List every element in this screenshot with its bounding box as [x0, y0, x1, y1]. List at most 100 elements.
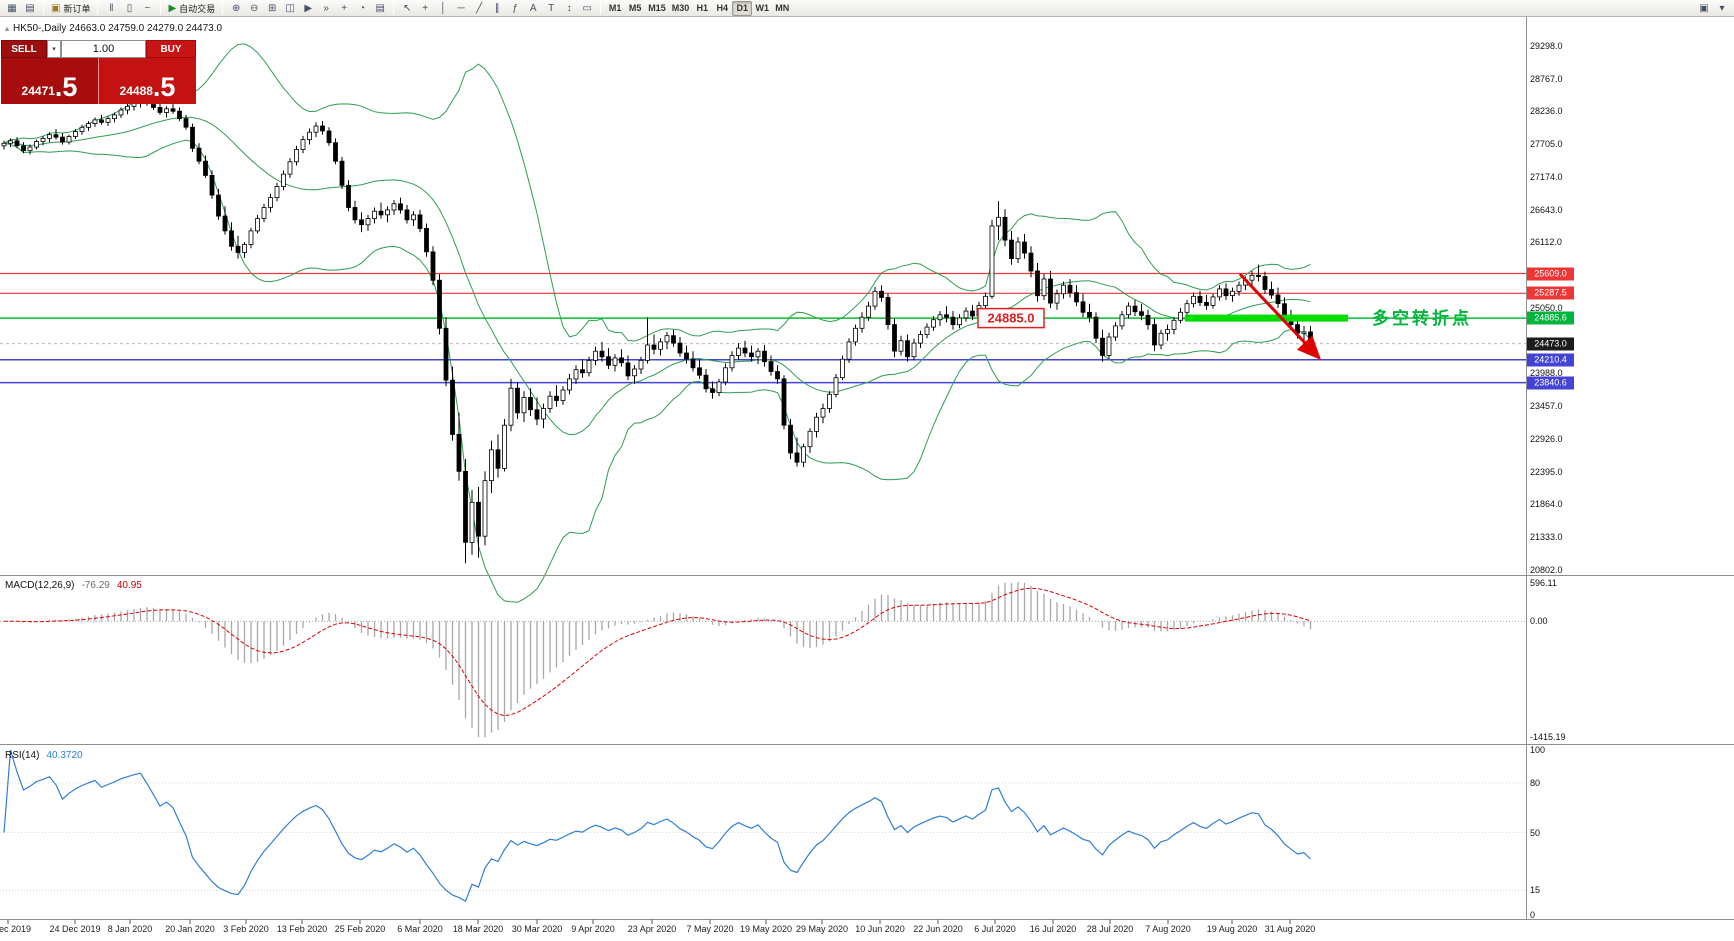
sell-button[interactable]: SELL — [1, 40, 47, 58]
dropdown-menu-icon[interactable]: ▾ — [1713, 1, 1731, 16]
time-axis-label: 2 Dec 2019 — [0, 924, 32, 934]
timeframe-button-h4[interactable]: H4 — [712, 1, 732, 16]
time-axis-label: 24 Dec 2019 — [49, 924, 101, 934]
time-axis-label: 20 Jan 2020 — [165, 924, 215, 934]
price-axis-label: 21864.0 — [1530, 499, 1563, 510]
autotrade-button[interactable]: ▶ 自动交易 — [165, 1, 218, 16]
candlestick-chart-icon[interactable]: ▯ — [120, 1, 138, 16]
rsi-name: RSI(14) — [5, 750, 40, 761]
vertical-line-icon[interactable]: │ — [434, 1, 452, 16]
price-axis-badge: 25287.5 — [1527, 286, 1574, 300]
price-axis-label: 26112.0 — [1530, 237, 1562, 248]
timeframe-button-m30[interactable]: M30 — [669, 1, 693, 16]
buy-price-small-digits: 24488 — [119, 84, 153, 98]
bollinger-lower-band[interactable] — [3, 139, 1311, 603]
rsi-axis-label: 100 — [1530, 745, 1546, 755]
bollinger-upper-band[interactable] — [3, 43, 1311, 342]
chart-list-icon[interactable]: ▣ — [1695, 1, 1713, 16]
templates-icon[interactable]: ▤ — [371, 1, 389, 16]
buy-price-panel[interactable]: 24488.5 — [99, 58, 196, 104]
tile-windows-icon[interactable]: ⊞ — [263, 1, 281, 16]
macd-axis-min-label: -1415.19 — [1530, 732, 1566, 742]
buy-price-big-digits: .5 — [152, 72, 176, 103]
turning-point-label: 多空转折点 — [1372, 308, 1472, 328]
rsi-axis-label: 0 — [1530, 910, 1536, 920]
chart-type-group: ‖ ▯ ~ — [102, 1, 156, 16]
profiles-icon[interactable]: ▤ — [21, 1, 39, 16]
time-axis-label: 30 Mar 2020 — [511, 924, 563, 934]
new-order-button[interactable]: ▣ 新订单 — [48, 1, 93, 16]
bar-chart-icon[interactable]: ‖ — [102, 1, 120, 16]
trendline-icon[interactable]: ╱ — [470, 1, 488, 16]
macd-panel[interactable] — [0, 581, 1526, 738]
terminal-icon[interactable]: ▦ — [3, 1, 21, 16]
price-axis[interactable]: 29298.0 28767.0 28236.0 27705.0 27174.0 26643… — [1526, 0, 1734, 941]
chart-shift-icon[interactable]: » — [317, 1, 335, 16]
time-axis-label: 16 Jul 2020 — [1029, 924, 1077, 934]
cascade-windows-icon[interactable]: ◫ — [281, 1, 299, 16]
rsi-axis-label: 50 — [1530, 827, 1541, 838]
rsi-value: 40.3720 — [46, 750, 83, 761]
time-axis-label: 7 May 2020 — [686, 924, 734, 934]
fibonacci-icon[interactable]: ƒ — [506, 1, 524, 16]
time-axis-label: 6 Mar 2020 — [397, 924, 443, 934]
rsi-panel[interactable] — [0, 749, 1526, 903]
price-annotation-text: 24885.0 — [988, 311, 1035, 326]
down-trend-arrow[interactable] — [1238, 273, 1322, 360]
timeframe-button-m15[interactable]: M15 — [645, 1, 669, 16]
horizontal-line-icon[interactable]: ─ — [452, 1, 470, 16]
timeframe-button-d1[interactable]: D1 — [732, 0, 753, 16]
channel-icon[interactable]: ∥ — [488, 1, 506, 16]
timeframe-button-m5[interactable]: M5 — [625, 1, 645, 16]
support-zone-bar[interactable] — [1185, 314, 1348, 322]
time-axis-label: 8 Jan 2020 — [107, 924, 153, 934]
arrows-icon[interactable]: ↕ — [560, 1, 578, 16]
sell-price-small-digits: 24471 — [21, 84, 55, 98]
macd-histogram — [9, 581, 1312, 738]
macd-axis-zero-label: 0.00 — [1530, 616, 1548, 627]
price-axis-label: 28767.0 — [1530, 73, 1563, 84]
volume-dropdown-button[interactable]: ▾ — [47, 40, 61, 58]
price-axis-label: 21333.0 — [1530, 532, 1563, 543]
toolbar-separator — [43, 2, 44, 14]
line-chart-icon[interactable]: ~ — [138, 1, 156, 16]
macd-signal-value: 40.95 — [116, 580, 142, 591]
auto-scroll-icon[interactable]: ▶ — [299, 1, 317, 16]
autotrade-label: 自动交易 — [179, 3, 216, 14]
price-annotation-box[interactable] — [977, 307, 1045, 329]
price-axis-badge: 24885.6 — [1527, 311, 1574, 325]
timeframe-button-m1[interactable]: M1 — [605, 1, 625, 16]
new-order-label: 新订单 — [63, 3, 91, 14]
time-axis-label: 31 Aug 2020 — [1264, 924, 1316, 934]
sell-price-panel[interactable]: 24471.5 — [1, 58, 98, 104]
time-axis-label: 7 Aug 2020 — [1145, 924, 1191, 934]
toolbar-right-group: ▣ ▾ — [1695, 1, 1731, 16]
shapes-icon[interactable]: ▭ — [578, 1, 596, 16]
text-icon[interactable]: A — [524, 1, 542, 16]
bollinger-middle-band[interactable] — [3, 116, 1311, 436]
time-axis[interactable]: 2 Dec 2019 24 Dec 2019 8 Jan 2020 20 Jan 20… — [0, 920, 1526, 941]
indicators-icon[interactable]: + — [335, 1, 353, 16]
zoom-in-icon[interactable]: ⊕ — [227, 1, 245, 16]
macd-name: MACD(12,26,9) — [5, 580, 75, 591]
price-divider — [98, 58, 99, 104]
one-click-expand-icon[interactable]: ▴ — [5, 24, 10, 33]
volume-input[interactable] — [61, 40, 146, 58]
periods-icon[interactable]: ◔ — [353, 1, 371, 16]
price-axis-label: 22395.0 — [1530, 466, 1563, 477]
main-chart-panel[interactable]: 24885.0 多空转折点 — [0, 43, 1526, 603]
price-axis-label: 20802.0 — [1530, 564, 1563, 575]
timeframe-button-h1[interactable]: H1 — [692, 1, 712, 16]
zoom-out-icon[interactable]: ⊖ — [245, 1, 263, 16]
cursor-icon[interactable]: ↖ — [398, 1, 416, 16]
crosshair-icon[interactable]: + — [416, 1, 434, 16]
new-order-icon: ▣ — [51, 2, 61, 14]
timeframe-button-w1[interactable]: W1 — [752, 1, 772, 16]
label-icon[interactable]: T — [542, 1, 560, 16]
autotrade-play-icon: ▶ — [168, 2, 177, 14]
timeframe-button-mn[interactable]: MN — [772, 1, 792, 16]
buy-button[interactable]: BUY — [146, 40, 196, 58]
sell-price-big-digits: .5 — [54, 72, 78, 103]
